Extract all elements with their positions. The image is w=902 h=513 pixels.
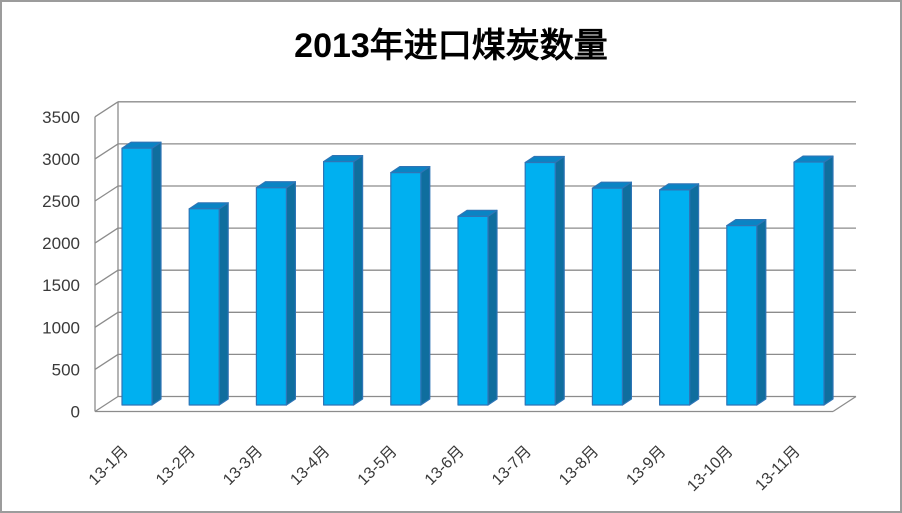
bar-month-10 <box>726 219 767 406</box>
bar-side-face <box>688 183 700 406</box>
x-axis-label: 13-7月 <box>489 443 535 489</box>
bar-side-face <box>218 202 229 406</box>
bar-front-face <box>658 189 691 406</box>
bar-front-face <box>457 215 489 406</box>
side-wall-gridline <box>94 395 119 413</box>
bar-front-face <box>323 161 355 406</box>
bar-front-face <box>591 187 624 406</box>
bar-month-7 <box>524 155 565 406</box>
y-axis-label: 2000 <box>42 234 80 253</box>
bar-month-9 <box>658 183 700 406</box>
bar-side-face <box>151 141 162 406</box>
side-wall-gridline <box>94 101 119 118</box>
x-axis-label: 13-5月 <box>355 443 401 489</box>
bar-side-face <box>487 209 498 406</box>
bar-month-4 <box>323 155 364 406</box>
x-axis-label: 13-9月 <box>623 443 669 489</box>
y-axis-label: 500 <box>52 360 80 379</box>
bar-front-face <box>524 161 556 406</box>
bar-side-face <box>353 155 364 406</box>
y-axis-label: 0 <box>71 403 80 422</box>
side-wall-gridline <box>94 311 119 328</box>
side-wall-gridline <box>94 185 119 202</box>
bar-month-6 <box>457 209 498 406</box>
x-axis-label: 13-3月 <box>220 443 266 489</box>
x-axis-label: 13-4月 <box>287 443 333 489</box>
bar-month-3 <box>255 181 296 406</box>
y-axis-label: 1500 <box>42 276 80 295</box>
y-axis-label: 3000 <box>42 150 80 169</box>
side-wall-gridline <box>94 353 119 370</box>
bar-month-5 <box>390 166 431 406</box>
x-axis-label: 13-10月 <box>684 443 736 495</box>
bar-month-8 <box>591 181 633 406</box>
bar-front-face <box>793 161 825 406</box>
bar-front-face <box>188 208 220 406</box>
bar-side-face <box>823 155 834 406</box>
bar-side-face <box>285 181 296 406</box>
x-axis-label: 13-8月 <box>556 443 602 489</box>
x-axis-label: 13-6月 <box>422 443 468 489</box>
bar-side-face <box>420 166 431 406</box>
bar-side-face <box>621 181 633 406</box>
bar-front-face <box>390 172 422 406</box>
x-axis-label: 13-2月 <box>153 443 199 489</box>
y-axis-label: 2500 <box>42 192 80 211</box>
y-axis-label: 3500 <box>42 108 80 127</box>
chart-title: 2013年进口煤炭数量 <box>294 27 608 65</box>
x-axis-label: 13-11月 <box>752 443 803 494</box>
bar-front-face <box>121 147 153 406</box>
bar-month-11 <box>793 155 834 406</box>
side-wall-gridline <box>94 143 119 160</box>
floor-right-edge <box>832 395 857 413</box>
bar-side-face <box>554 155 565 406</box>
side-wall-gridline <box>94 227 119 244</box>
bar-month-2 <box>188 202 229 406</box>
bar-month-1 <box>121 141 162 406</box>
bar-side-face <box>756 219 767 406</box>
x-axis-label: 13-1月 <box>86 443 132 489</box>
side-wall-gridline <box>94 269 119 286</box>
y-axis-label: 1000 <box>42 318 80 337</box>
bar-front-face <box>255 187 287 406</box>
bar-front-face <box>726 225 758 406</box>
